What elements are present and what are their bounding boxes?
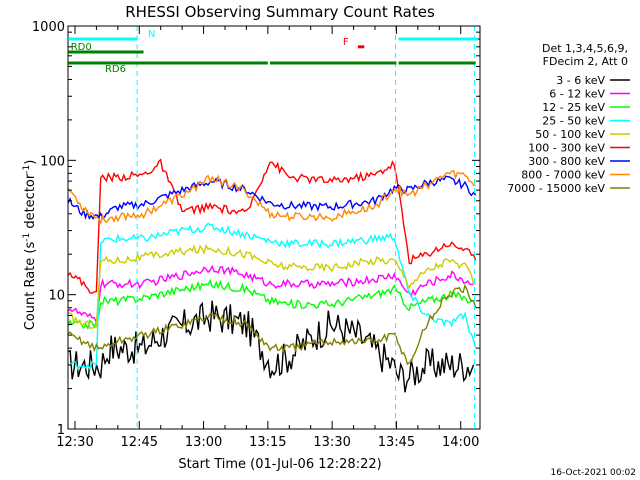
- x-tick-label: 13:30: [313, 435, 350, 450]
- legend-header-line: FDecim 2, Att 0: [543, 55, 628, 68]
- legend-label: 12 - 25 keV: [542, 101, 605, 114]
- legend-label: 3 - 6 keV: [556, 74, 605, 87]
- legend-label: 7000 - 15000 keV: [507, 182, 605, 195]
- series-line-50-100-kev: [68, 243, 476, 330]
- series-line-25-50-kev: [67, 222, 477, 371]
- x-axis-label: Start Time (01-Jul-06 12:28:22): [178, 457, 381, 472]
- flag-label-n: N: [148, 29, 155, 40]
- legend-label: 25 - 50 keV: [542, 115, 605, 128]
- series-line-6-12-kev: [67, 264, 474, 325]
- y-tick-label: 1000: [32, 20, 65, 35]
- legend-label: 6 - 12 keV: [549, 88, 605, 101]
- y-tick-label: 1: [57, 423, 65, 438]
- series-line-3-6-kev: [67, 300, 475, 393]
- y-tick-label: 10: [48, 289, 65, 304]
- flag-bars: N RD0 RD6 F: [68, 29, 478, 75]
- series-line-7000-15000-kev: [67, 283, 477, 366]
- x-tick-label: 14:00: [442, 435, 479, 450]
- plot-frame: [67, 25, 481, 430]
- legend: Det 1,3,4,5,6,9,FDecim 2, Att 0 3 - 6 keV…: [507, 42, 630, 195]
- plot-area: [67, 26, 477, 429]
- axes: 1 10 100 1000 12:30 12:45 13:00 13:15 13:30 13:45…: [32, 20, 481, 450]
- chart-title: RHESSI Observing Summary Count Rates: [125, 3, 435, 21]
- series-line-800-7000-kev: [67, 169, 476, 226]
- x-tick-label: 12:45: [121, 435, 158, 450]
- series-line-12-25-kev: [67, 278, 474, 331]
- x-tick-label: 12:30: [56, 435, 93, 450]
- legend-label: 800 - 7000 keV: [521, 169, 605, 182]
- legend-header-line: Det 1,3,4,5,6,9,: [542, 42, 628, 55]
- x-tick-label: 13:00: [185, 435, 222, 450]
- flag-label-f: F: [343, 37, 349, 48]
- footer-date: 16-Oct-2021 00:02: [551, 468, 636, 478]
- legend-label: 300 - 800 keV: [528, 155, 605, 168]
- x-tick-label: 13:15: [249, 435, 286, 450]
- y-tick-label: 100: [40, 154, 65, 169]
- series-line-300-800-kev: [67, 175, 477, 220]
- y-axis-label: Count Rate (s-1 detector-1): [22, 160, 38, 331]
- x-tick-label: 13:45: [378, 435, 415, 450]
- series-line-100-300-kev: [67, 158, 477, 294]
- flag-label-rd6: RD6: [105, 64, 126, 75]
- legend-label: 50 - 100 keV: [535, 128, 605, 141]
- legend-label: 100 - 300 keV: [528, 142, 605, 155]
- flag-label-rd0: RD0: [71, 42, 92, 53]
